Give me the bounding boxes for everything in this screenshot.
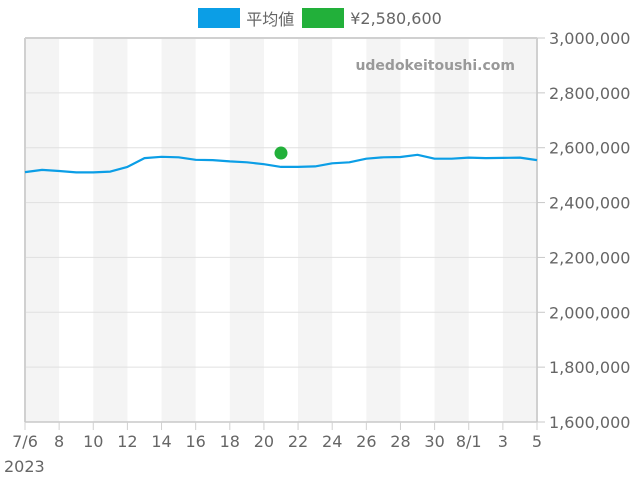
background-bands: [25, 38, 537, 422]
x-tick-label: 5: [532, 432, 542, 451]
x-tick-label: 8: [54, 432, 64, 451]
x-tick-label: 14: [151, 432, 171, 451]
current-price-point[interactable]: [274, 146, 288, 160]
x-tick-label: 26: [356, 432, 376, 451]
legend-label-current-price: ¥2,580,600: [350, 8, 442, 28]
legend-swatch-current-price: [302, 8, 345, 28]
y-tick-label: 2,600,000: [549, 139, 630, 158]
y-tick-label: 2,800,000: [549, 84, 630, 103]
axes: [24, 37, 538, 423]
legend-item-average[interactable]: 平均値: [198, 6, 294, 30]
background-band: [25, 38, 60, 422]
legend-swatch-average: [198, 8, 241, 28]
x-tick-label: 16: [185, 432, 205, 451]
x-tick-label: 12: [117, 432, 137, 451]
watermark: udedokeitoushi.com: [355, 58, 515, 74]
x-tick-label: 22: [288, 432, 308, 451]
chart-legend: 平均値 ¥2,580,600: [0, 7, 640, 29]
y-axis-ticks: 3,000,000 2,800,000 2,600,000 2,400,000 2,20…: [537, 29, 630, 432]
x-axis-ticks: 7/6 8 10 12 14 16 18 20 22 24 26 28 30 8/1 3 5: [12, 422, 542, 451]
x-axis-year-label: 2023: [4, 457, 45, 476]
y-tick-label: 3,000,000: [549, 29, 630, 48]
y-tick-label: 2,200,000: [549, 248, 630, 267]
legend-item-current-price[interactable]: ¥2,580,600: [302, 8, 442, 28]
average-price-line: [24, 153, 538, 174]
legend-label-average: 平均値: [246, 10, 295, 29]
x-tick-label: 10: [83, 432, 103, 451]
x-tick-label: 24: [322, 432, 342, 451]
background-band: [161, 38, 196, 422]
x-tick-label: 3: [498, 432, 508, 451]
background-band: [366, 38, 401, 422]
x-tick-label: 28: [390, 432, 410, 451]
background-band: [229, 38, 264, 422]
current-price-points: [274, 146, 288, 160]
background-band: [502, 38, 537, 422]
background-band: [93, 38, 128, 422]
x-tick-label: 18: [220, 432, 240, 451]
x-tick-label: 8/1: [456, 432, 482, 451]
x-tick-label: 20: [254, 432, 274, 451]
y-tick-label: 2,400,000: [549, 194, 630, 213]
y-tick-label: 2,000,000: [549, 303, 630, 322]
x-tick-label: 30: [424, 432, 444, 451]
background-band: [434, 38, 469, 422]
background-band: [298, 38, 333, 422]
y-tick-label: 1,600,000: [549, 413, 630, 432]
y-tick-label: 1,800,000: [549, 358, 630, 377]
x-tick-label: 7/6: [12, 432, 38, 451]
